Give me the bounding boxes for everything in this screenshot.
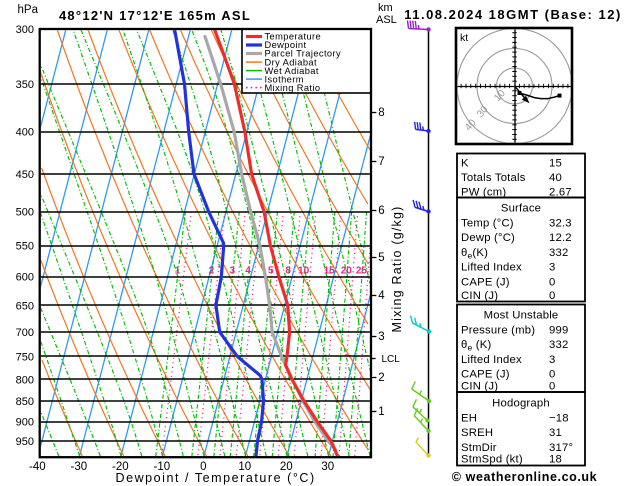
- svg-text:Mixing Ratio: Mixing Ratio: [265, 83, 321, 93]
- svg-text:km: km: [378, 2, 393, 14]
- svg-text:2: 2: [378, 372, 384, 384]
- svg-text:11.08.2024 18GMT (Base: 12): 11.08.2024 18GMT (Base: 12): [404, 7, 622, 22]
- svg-text:3: 3: [378, 331, 384, 343]
- svg-text:kt: kt: [460, 32, 468, 44]
- svg-text:Parcel Trajectory: Parcel Trajectory: [265, 49, 342, 59]
- svg-text:−18: −18: [549, 412, 569, 424]
- svg-text:CIN (J): CIN (J): [461, 290, 498, 302]
- svg-text:500: 500: [16, 207, 34, 219]
- svg-text:Dewpoint: Dewpoint: [265, 40, 307, 50]
- svg-text:30: 30: [321, 461, 334, 473]
- svg-text:Temperature: Temperature: [265, 32, 322, 42]
- svg-text:CIN (J): CIN (J): [461, 381, 498, 393]
- svg-text:ASL: ASL: [376, 14, 397, 26]
- svg-text:PW (cm): PW (cm): [461, 187, 506, 199]
- svg-text:300: 300: [16, 24, 34, 36]
- svg-text:332: 332: [549, 247, 568, 259]
- svg-text:SREH: SREH: [461, 427, 493, 439]
- svg-text:4: 4: [245, 266, 251, 277]
- svg-text:600: 600: [16, 272, 34, 284]
- svg-text:20: 20: [280, 461, 293, 473]
- svg-text:3: 3: [549, 262, 555, 274]
- svg-text:4: 4: [378, 290, 385, 302]
- svg-text:0: 0: [549, 277, 555, 289]
- svg-text:32.3: 32.3: [549, 217, 572, 229]
- svg-text:Most Unstable: Most Unstable: [484, 310, 559, 322]
- svg-text:Lifted Index: Lifted Index: [461, 354, 522, 366]
- svg-text:5: 5: [378, 252, 384, 264]
- svg-text:θe(K): θe(K): [461, 247, 488, 261]
- svg-text:999: 999: [549, 324, 568, 336]
- svg-text:StmDir: StmDir: [461, 442, 497, 454]
- svg-text:Dewpoint / Temperature (°C): Dewpoint / Temperature (°C): [116, 471, 316, 485]
- svg-text:25: 25: [356, 266, 368, 277]
- svg-text:K: K: [461, 158, 469, 170]
- svg-text:-20: -20: [112, 461, 129, 473]
- svg-text:317°: 317°: [549, 442, 573, 454]
- svg-text:900: 900: [16, 417, 34, 429]
- svg-text:CAPE (J): CAPE (J): [461, 277, 510, 289]
- svg-text:StmSpd (kt): StmSpd (kt): [461, 453, 523, 465]
- svg-text:Lifted Index: Lifted Index: [461, 262, 522, 274]
- svg-text:3: 3: [549, 354, 555, 366]
- svg-text:10: 10: [298, 266, 310, 277]
- svg-text:© weatheronline.co.uk: © weatheronline.co.uk: [452, 470, 597, 484]
- svg-text:1: 1: [378, 406, 384, 418]
- svg-text:8: 8: [378, 107, 384, 119]
- svg-text:Temp (°C): Temp (°C): [461, 217, 514, 229]
- svg-text:-40: -40: [29, 461, 46, 473]
- svg-text:Dry Adiabat: Dry Adiabat: [265, 57, 317, 67]
- svg-text:8: 8: [285, 266, 291, 277]
- svg-text:-30: -30: [70, 461, 87, 473]
- svg-text:Isotherm: Isotherm: [265, 74, 304, 84]
- svg-text:48°12'N 17°12'E 165m ASL: 48°12'N 17°12'E 165m ASL: [59, 8, 251, 23]
- svg-text:400: 400: [16, 127, 34, 139]
- svg-text:18: 18: [549, 453, 562, 465]
- svg-text:0: 0: [200, 461, 206, 473]
- svg-text:15: 15: [324, 266, 336, 277]
- svg-text:750: 750: [16, 351, 34, 363]
- svg-text:Totals Totals: Totals Totals: [461, 172, 526, 184]
- svg-text:LCL: LCL: [382, 354, 401, 365]
- svg-text:0: 0: [549, 369, 555, 381]
- svg-text:5: 5: [268, 266, 274, 277]
- svg-text:0: 0: [549, 381, 555, 393]
- svg-text:450: 450: [16, 169, 34, 181]
- svg-text:332: 332: [549, 339, 568, 351]
- svg-text:950: 950: [16, 436, 34, 448]
- svg-text:3: 3: [230, 266, 236, 277]
- svg-text:Mixing Ratio (g/kg): Mixing Ratio (g/kg): [390, 206, 404, 333]
- svg-text:Dewp (°C): Dewp (°C): [461, 232, 515, 244]
- svg-text:40: 40: [549, 172, 562, 184]
- svg-text:350: 350: [16, 79, 34, 91]
- svg-text:10: 10: [238, 461, 251, 473]
- svg-text:0: 0: [549, 290, 555, 302]
- svg-text:7: 7: [378, 156, 384, 168]
- svg-text:Surface: Surface: [501, 203, 541, 215]
- svg-text:650: 650: [16, 300, 34, 312]
- svg-text:550: 550: [16, 241, 34, 253]
- svg-text:1: 1: [175, 266, 181, 277]
- svg-text:Hodograph: Hodograph: [492, 398, 550, 410]
- svg-text:6: 6: [378, 205, 384, 217]
- svg-text:20: 20: [341, 266, 353, 277]
- svg-text:θe (K): θe (K): [461, 339, 491, 353]
- svg-text:Pressure (mb): Pressure (mb): [461, 324, 535, 336]
- svg-text:15: 15: [549, 158, 562, 170]
- svg-text:Wet Adiabat: Wet Adiabat: [265, 66, 319, 76]
- svg-text:850: 850: [16, 396, 34, 408]
- svg-text:EH: EH: [461, 412, 477, 424]
- svg-text:700: 700: [16, 327, 34, 339]
- svg-text:hPa: hPa: [18, 4, 39, 16]
- svg-text:12.2: 12.2: [549, 232, 572, 244]
- svg-text:CAPE (J): CAPE (J): [461, 369, 510, 381]
- svg-text:2.67: 2.67: [549, 187, 572, 199]
- svg-text:2: 2: [209, 266, 215, 277]
- svg-text:31: 31: [549, 427, 562, 439]
- svg-text:-10: -10: [153, 461, 170, 473]
- svg-text:800: 800: [16, 375, 34, 387]
